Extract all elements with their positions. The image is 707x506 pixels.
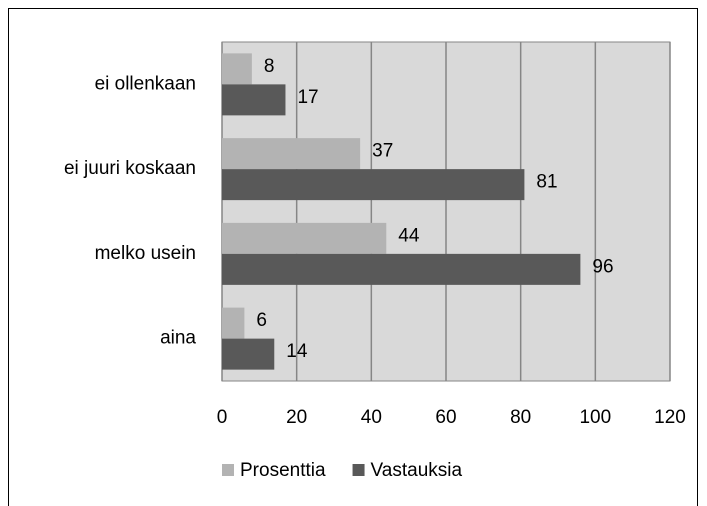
bar bbox=[222, 169, 525, 201]
bar bbox=[222, 253, 581, 285]
legend-swatch bbox=[222, 464, 234, 476]
data-label: 17 bbox=[297, 87, 318, 108]
frame bbox=[8, 8, 698, 506]
legend-label: Vastauksia bbox=[371, 460, 463, 481]
x-tick-label: 60 bbox=[435, 407, 456, 428]
data-label: 8 bbox=[264, 56, 275, 77]
x-tick-label: 20 bbox=[286, 407, 307, 428]
y-tick-label: ei juuri koskaan bbox=[64, 158, 196, 179]
bar bbox=[222, 222, 387, 254]
x-tick-label: 100 bbox=[579, 407, 611, 428]
data-label: 6 bbox=[256, 310, 267, 331]
x-tick-label: 0 bbox=[217, 407, 228, 428]
bar bbox=[222, 84, 286, 116]
y-tick-label: aina bbox=[160, 328, 196, 349]
data-label: 44 bbox=[398, 225, 420, 246]
bar bbox=[222, 307, 245, 339]
y-tick-label: ei ollenkaan bbox=[95, 73, 196, 94]
data-label: 14 bbox=[286, 341, 308, 362]
bar bbox=[222, 53, 252, 85]
data-label: 96 bbox=[592, 256, 613, 277]
bar bbox=[222, 138, 361, 170]
x-tick-label: 120 bbox=[654, 407, 686, 428]
data-label: 81 bbox=[536, 172, 557, 193]
legend-swatch bbox=[352, 464, 365, 476]
y-tick-label: melko usein bbox=[95, 243, 196, 264]
bar bbox=[222, 338, 275, 370]
x-tick-label: 80 bbox=[510, 407, 531, 428]
data-label: 37 bbox=[372, 141, 393, 162]
legend-label: Prosenttia bbox=[240, 460, 326, 481]
x-tick-label: 40 bbox=[361, 407, 382, 428]
